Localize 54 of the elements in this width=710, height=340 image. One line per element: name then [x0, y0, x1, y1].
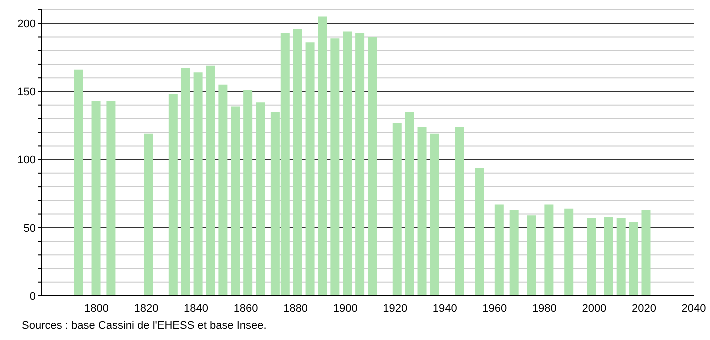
bar: [544, 204, 554, 296]
bar: [231, 106, 240, 296]
bar: [318, 16, 328, 296]
bar: [430, 134, 440, 296]
bar: [244, 90, 253, 296]
bar: [256, 102, 266, 296]
x-tick-label: 2040: [682, 302, 706, 315]
y-tick-label: 0: [30, 290, 36, 303]
x-tick-label: 2020: [632, 302, 656, 315]
x-tick-label: 1820: [134, 302, 159, 315]
bar: [293, 29, 302, 296]
y-tick-label: 150: [18, 86, 36, 99]
x-tick-label: 1800: [84, 302, 109, 315]
bar: [106, 101, 116, 296]
bar: [306, 42, 315, 296]
y-tick-label: 200: [18, 18, 36, 31]
bar: [510, 210, 519, 296]
bar: [206, 66, 216, 296]
bar: [343, 32, 352, 296]
bar: [475, 168, 484, 296]
x-tick-label: 1860: [234, 302, 258, 315]
bar: [616, 218, 626, 296]
y-tick-label: 100: [18, 154, 36, 167]
bar: [586, 218, 596, 296]
bar: [330, 38, 340, 296]
bar: [356, 33, 365, 296]
bar: [181, 68, 190, 296]
bar: [527, 216, 536, 296]
bar: [144, 134, 154, 296]
x-tick-label: 1940: [432, 302, 458, 315]
bar: [168, 94, 178, 296]
bar: [74, 70, 84, 296]
source-note: Sources : base Cassini de l'EHESS et base Insee.: [22, 320, 267, 332]
x-tick-label: 1960: [482, 302, 508, 315]
bar: [642, 210, 651, 296]
bar: [194, 72, 203, 296]
bar: [218, 84, 228, 296]
x-tick-label: 1920: [383, 302, 408, 315]
bar: [392, 123, 402, 296]
bar: [455, 127, 464, 296]
x-tick-label: 1880: [284, 302, 308, 315]
bar: [92, 101, 101, 296]
bar: [494, 204, 504, 296]
x-tick-label: 1980: [532, 302, 557, 315]
x-tick-label: 1900: [333, 302, 358, 315]
bar: [418, 127, 427, 296]
bar: [405, 112, 414, 296]
bar: [368, 37, 377, 296]
y-tick-label: 50: [24, 222, 36, 235]
bar: [604, 217, 614, 296]
x-tick-label: 2000: [582, 302, 607, 315]
bar: [629, 222, 638, 296]
bar: [564, 208, 574, 296]
x-tick-label: 1840: [184, 302, 209, 315]
